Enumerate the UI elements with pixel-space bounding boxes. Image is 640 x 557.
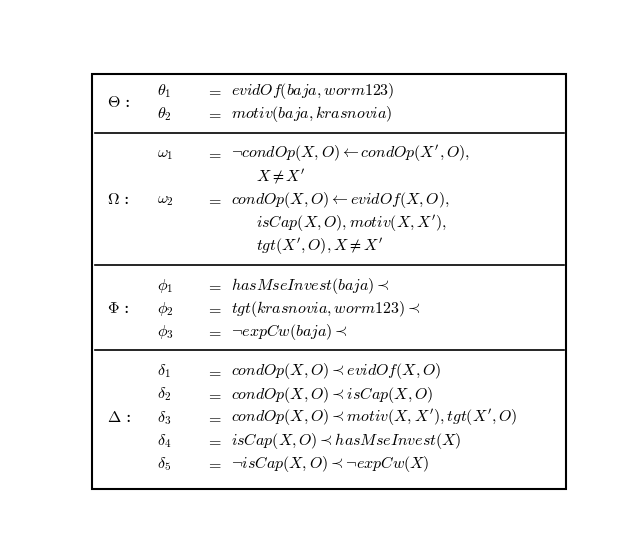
Text: $tgt(X',O), X \neq X'$: $tgt(X',O), X \neq X'$ [256, 236, 383, 257]
Text: $=$: $=$ [207, 106, 223, 123]
Text: $condOp(X,O) \leftarrow evidOf(X,O),$: $condOp(X,O) \leftarrow evidOf(X,O),$ [231, 190, 450, 210]
Text: $=$: $=$ [207, 386, 223, 403]
Text: $evidOf(baja, worm123)$: $evidOf(baja, worm123)$ [231, 81, 395, 101]
Text: $\omega_2$: $\omega_2$ [157, 192, 174, 208]
Text: $isCap(X,O), motiv(X,X'),$: $isCap(X,O), motiv(X,X'),$ [256, 212, 447, 233]
Text: $\Phi$ :: $\Phi$ : [108, 300, 130, 317]
FancyBboxPatch shape [92, 74, 566, 489]
Text: $\theta_2$: $\theta_2$ [157, 105, 172, 123]
Text: $\delta_3$: $\delta_3$ [157, 409, 171, 427]
Text: $tgt(krasnovia, worm123) \prec$: $tgt(krasnovia, worm123) \prec$ [231, 299, 420, 319]
Text: $\theta_1$: $\theta_1$ [157, 82, 171, 100]
Text: $=$: $=$ [207, 145, 223, 162]
Text: $\neg expCw(baja) \prec$: $\neg expCw(baja) \prec$ [231, 322, 348, 342]
Text: $\delta_2$: $\delta_2$ [157, 385, 171, 403]
Text: $\delta_1$: $\delta_1$ [157, 363, 171, 380]
Text: $\phi_3$: $\phi_3$ [157, 323, 173, 341]
Text: $=$: $=$ [207, 363, 223, 380]
Text: $=$: $=$ [207, 300, 223, 317]
Text: $=$: $=$ [207, 82, 223, 99]
Text: $\Theta$ :: $\Theta$ : [108, 94, 131, 110]
Text: $=$: $=$ [207, 277, 223, 294]
Text: $\Omega$ :: $\Omega$ : [108, 191, 130, 208]
Text: $\neg isCap(X,O) \prec \neg expCw(X)$: $\neg isCap(X,O) \prec \neg expCw(X)$ [231, 454, 430, 474]
Text: $\neg condOp(X,O) \leftarrow condOp(X',O),$: $\neg condOp(X,O) \leftarrow condOp(X',O… [231, 143, 470, 164]
Text: $\Delta$ :: $\Delta$ : [108, 409, 131, 426]
Text: $=$: $=$ [207, 432, 223, 449]
Text: $=$: $=$ [207, 324, 223, 340]
Text: $condOp(X,O) \prec evidOf(X,O)$: $condOp(X,O) \prec evidOf(X,O)$ [231, 361, 442, 382]
Text: $hasMseInvest(baja) \prec$: $hasMseInvest(baja) \prec$ [231, 276, 390, 296]
Text: $\phi_1$: $\phi_1$ [157, 277, 173, 295]
Text: $condOp(X,O) \prec isCap(X,O)$: $condOp(X,O) \prec isCap(X,O)$ [231, 384, 433, 404]
Text: $=$: $=$ [207, 456, 223, 472]
Text: $isCap(X,O) \prec hasMseInvest(X)$: $isCap(X,O) \prec hasMseInvest(X)$ [231, 431, 461, 451]
Text: $=$: $=$ [207, 192, 223, 208]
Text: $condOp(X,O) \prec motiv(X,X'), tgt(X',O)$: $condOp(X,O) \prec motiv(X,X'), tgt(X',O… [231, 407, 518, 428]
Text: $\omega_1$: $\omega_1$ [157, 145, 173, 162]
Text: $=$: $=$ [207, 409, 223, 426]
Text: $\delta_5$: $\delta_5$ [157, 455, 171, 473]
Text: $X \neq X'$: $X \neq X'$ [256, 167, 306, 186]
Text: $motiv(baja, krasnovia)$: $motiv(baja, krasnovia)$ [231, 104, 393, 124]
Text: $\phi_2$: $\phi_2$ [157, 300, 173, 317]
Text: $\delta_4$: $\delta_4$ [157, 432, 171, 449]
